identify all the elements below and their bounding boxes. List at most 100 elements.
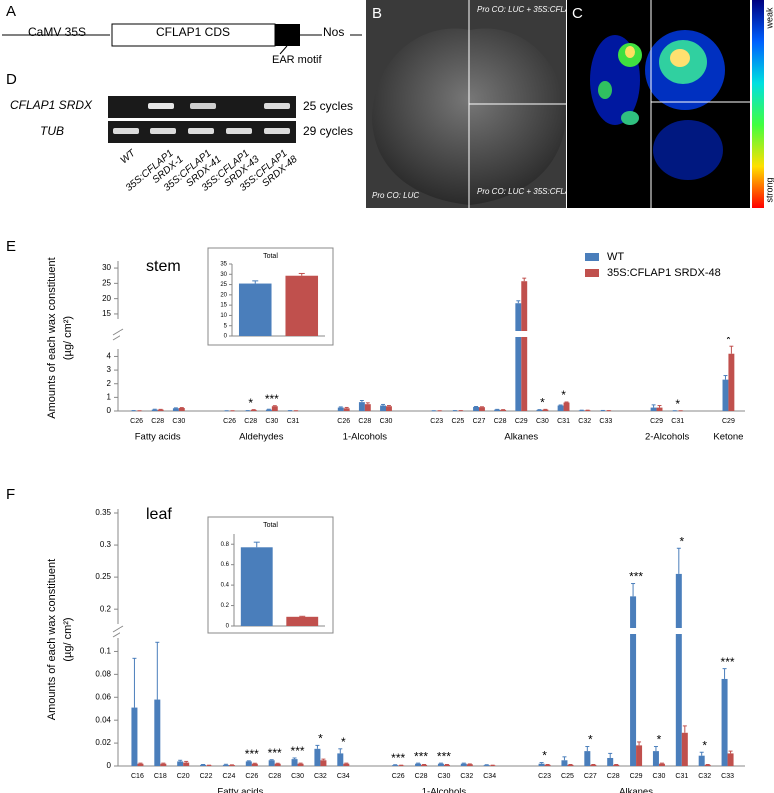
bar <box>636 745 643 766</box>
significance: * <box>341 735 346 749</box>
x-tick-label: C33 <box>721 773 734 780</box>
x-tick-label: C28 <box>244 418 257 425</box>
y-tick-label: 2 <box>107 379 112 388</box>
bar <box>536 409 543 411</box>
bar <box>607 757 614 766</box>
bar <box>154 699 161 766</box>
bar <box>681 732 688 766</box>
significance: * <box>679 534 684 548</box>
bar <box>698 755 705 766</box>
bar <box>160 763 167 766</box>
bar <box>479 407 485 411</box>
x-tick-label: C29 <box>630 773 643 780</box>
x-tick-label: C30 <box>265 418 278 425</box>
x-tick-label: C34 <box>483 773 496 780</box>
inset-title: Total <box>263 522 278 529</box>
band <box>148 103 174 109</box>
bar <box>177 761 184 766</box>
significance: *** <box>245 747 259 761</box>
bar <box>385 406 392 411</box>
bar <box>727 753 734 766</box>
band <box>113 128 139 134</box>
bar <box>722 379 729 411</box>
inset-tick-label: 25 <box>220 282 227 288</box>
inset-title: Total <box>263 253 278 260</box>
x-tick-label: C31 <box>287 418 300 425</box>
bar <box>157 409 164 411</box>
x-tick-label: C22 <box>200 773 213 780</box>
legend-label: WT <box>607 251 624 263</box>
bar <box>398 765 405 766</box>
bar <box>515 303 522 411</box>
bar <box>630 596 637 766</box>
significance: *** <box>721 655 735 669</box>
bar <box>151 409 158 411</box>
bar <box>437 763 444 766</box>
x-tick-label: C34 <box>337 773 350 780</box>
y-tick-label: 0.2 <box>100 604 112 613</box>
x-tick-label: C32 <box>698 773 711 780</box>
bar <box>265 409 272 411</box>
significance: *** <box>265 392 279 406</box>
bar <box>358 402 365 411</box>
y-tick-label: 0 <box>107 406 112 415</box>
x-tick-label: C18 <box>154 773 167 780</box>
lane-labels: WT35S:CFLAP1SRDX-135S:CFLAP1SRDX-4135S:C… <box>119 147 300 194</box>
bar <box>131 707 138 766</box>
inset-bar <box>240 547 273 626</box>
significance: * <box>542 749 547 763</box>
y-tick-label: 0.35 <box>95 508 111 517</box>
legend-swatch <box>585 253 599 261</box>
y-tick-label: 0.08 <box>95 669 111 678</box>
inset-tick-label: 0 <box>226 624 230 630</box>
signal <box>670 49 690 67</box>
y-axis-label: (µg/ cm²) <box>62 617 74 661</box>
bar <box>584 751 591 766</box>
y-tick-label: 30 <box>102 263 111 272</box>
bar <box>704 764 711 766</box>
x-tick-label: C28 <box>415 773 428 780</box>
x-tick-label: C23 <box>538 773 551 780</box>
y-tick-label: 0.04 <box>95 715 111 724</box>
y-tick-label: 1 <box>107 392 112 401</box>
band <box>150 128 176 134</box>
chart-title: stem <box>146 258 181 275</box>
row-label: CFLAP1 SRDX <box>10 98 93 112</box>
inset-tick-label: 0 <box>224 334 228 340</box>
bar <box>245 761 252 766</box>
bar <box>271 406 278 411</box>
x-tick-label: C30 <box>380 418 393 425</box>
significance: *** <box>437 749 451 763</box>
signal <box>598 81 612 99</box>
significance: * <box>657 733 662 747</box>
bar <box>228 765 235 766</box>
bar <box>297 763 304 766</box>
group-label: Alkanes <box>619 787 653 793</box>
x-tick-label: C28 <box>607 773 620 780</box>
x-tick-label: C27 <box>473 418 486 425</box>
significance: *** <box>629 570 643 584</box>
x-tick-label: C20 <box>177 773 190 780</box>
bar <box>250 409 257 411</box>
caption: Pro CO: LUC + 35S:CFLAP1SRDX <box>477 187 603 196</box>
inset-tick-label: 30 <box>220 272 227 278</box>
bar <box>337 753 344 766</box>
bar <box>392 765 399 766</box>
pointer <box>279 45 288 55</box>
bar <box>728 353 735 411</box>
significance: * <box>318 732 323 746</box>
x-tick-label: C29 <box>650 418 663 425</box>
bar <box>675 573 682 766</box>
band <box>264 128 290 134</box>
x-tick-label: C30 <box>172 418 185 425</box>
bar <box>466 764 473 766</box>
bar <box>460 763 467 766</box>
x-tick-label: C26 <box>392 773 405 780</box>
bar <box>320 760 327 766</box>
y-tick-label: 3 <box>107 365 112 374</box>
group-label: Alkanes <box>504 432 538 443</box>
x-tick-label: C30 <box>653 773 666 780</box>
axis-break <box>112 625 124 633</box>
y-tick-label: 0.1 <box>100 647 112 656</box>
signal <box>625 46 635 58</box>
